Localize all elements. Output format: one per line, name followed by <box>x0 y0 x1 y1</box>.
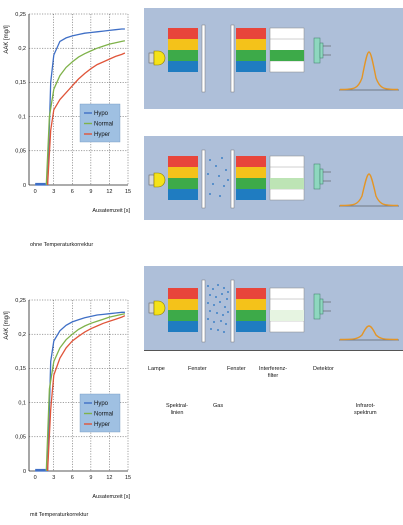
legend-label-hyper: Hyper <box>94 132 110 138</box>
x-tick-label: 15 <box>125 475 131 481</box>
label-gas: Gas <box>213 403 224 409</box>
chart-ohne-temperaturkorrektur: 0 0,05 0,1 0,15 0,2 0,25 0 3 6 9 12 15 AAK [mg/l] Aus… <box>0 0 140 228</box>
y-tick-label: 0 <box>23 183 26 189</box>
label-fenster-2: Fenster <box>227 366 246 372</box>
y-tick-label: 0,25 <box>15 298 26 304</box>
x-tick-label: 0 <box>34 475 37 481</box>
chart-mit-temperaturkorrektur: 0 0,05 0,1 0,15 0,2 0,25 0 3 6 9 12 15 AAK [mg/l] Aus… <box>0 286 140 514</box>
window-2 <box>230 149 235 209</box>
y-tick-label: 0 <box>23 469 26 475</box>
y-tick-label: 0,15 <box>15 366 26 372</box>
x-tick-label: 6 <box>71 475 74 481</box>
lamp-icon <box>148 172 166 188</box>
series-line-hyper <box>46 315 126 472</box>
series-line-normal <box>45 313 126 472</box>
baseline-divider <box>144 350 403 351</box>
x-tick-label: 3 <box>52 475 55 481</box>
y-tick-label: 0,2 <box>18 332 26 338</box>
spectral-bars-after-gas <box>236 288 266 332</box>
y-tick-label: 0,2 <box>18 46 26 52</box>
label-fenster-1: Fenster <box>188 366 207 372</box>
y-axis-label: AAK [mg/l] <box>4 311 10 340</box>
chart-caption-2: mit Temperaturkorrektur <box>30 512 89 518</box>
line-chart-1: 0 0,05 0,1 0,15 0,2 0,25 0 3 6 9 12 15 AAK [mg/l] Aus… <box>4 12 131 214</box>
lamp-icon <box>148 50 166 66</box>
diagram-panel-gas-low <box>144 136 403 220</box>
line-chart-2: 0 0,05 0,1 0,15 0,2 0,25 0 3 6 9 12 15 AAK [mg/l] Aus… <box>4 298 131 500</box>
interference-filter <box>269 27 305 73</box>
x-tick-label: 15 <box>125 189 131 195</box>
window-1 <box>201 149 206 209</box>
series-line-hyper <box>46 52 126 186</box>
x-axis-label: Ausatemzeit [s] <box>92 208 130 214</box>
infrared-spectrum <box>339 51 399 91</box>
window-2 <box>230 24 235 93</box>
detector-icon <box>313 293 331 320</box>
label-spektrallinien: Spektral- linien <box>166 403 189 416</box>
series-line-normal <box>45 40 126 186</box>
infrared-spectrum <box>339 325 399 341</box>
diagram-panel-reference <box>144 8 403 109</box>
legend-label-normal: Normal <box>94 412 113 418</box>
detector-icon <box>313 163 331 190</box>
lamp-icon <box>148 300 166 316</box>
spectral-bars <box>168 28 198 72</box>
legend-label-hyper: Hyper <box>94 422 110 428</box>
window-2 <box>230 279 235 343</box>
y-tick-label: 0,1 <box>18 400 26 406</box>
series-line-hypo <box>35 28 125 186</box>
y-tick-label: 0,15 <box>15 80 26 86</box>
window-1 <box>201 24 206 93</box>
legend-label-normal: Normal <box>94 122 113 128</box>
gas-molecules <box>207 284 229 333</box>
x-axis-label: Ausatemzeit [s] <box>92 494 130 500</box>
y-tick-label: 0,05 <box>15 149 26 155</box>
x-tick-label: 12 <box>106 475 112 481</box>
interference-filter <box>269 287 305 333</box>
spectral-bars <box>168 288 198 332</box>
chart-caption-1: ohne Temperaturkorrektur <box>30 242 94 248</box>
x-tick-label: 12 <box>106 189 112 195</box>
y-axis-label: AAK [mg/l] <box>4 25 10 54</box>
interference-filter <box>269 155 305 201</box>
legend-label-hypo: Hypo <box>94 401 109 407</box>
window-1 <box>201 279 206 343</box>
label-interferenzfilter: Interferenz- filter <box>259 366 288 379</box>
gas-molecules <box>207 157 229 197</box>
spectral-bars-after-gas <box>236 28 266 72</box>
y-tick-label: 0,05 <box>15 435 26 441</box>
label-detektor: Detektor <box>313 366 334 372</box>
x-tick-label: 3 <box>52 189 55 195</box>
x-tick-label: 9 <box>89 189 92 195</box>
x-tick-label: 6 <box>71 189 74 195</box>
detector-icon <box>313 37 331 64</box>
legend-label-hypo: Hypo <box>94 111 109 117</box>
series-line-hypo <box>35 311 125 472</box>
diagram-panel-gas-high <box>144 266 403 350</box>
y-tick-label: 0,25 <box>15 12 26 18</box>
label-infrarotspektrum: Infrarot- spektrum <box>354 403 377 416</box>
label-lampe: Lampe <box>148 366 165 372</box>
infrared-spectrum <box>339 173 399 207</box>
x-tick-label: 0 <box>34 189 37 195</box>
spectral-bars <box>168 156 198 200</box>
x-tick-label: 9 <box>89 475 92 481</box>
y-tick-label: 0,1 <box>18 114 26 120</box>
spectral-bars-after-gas <box>236 156 266 200</box>
